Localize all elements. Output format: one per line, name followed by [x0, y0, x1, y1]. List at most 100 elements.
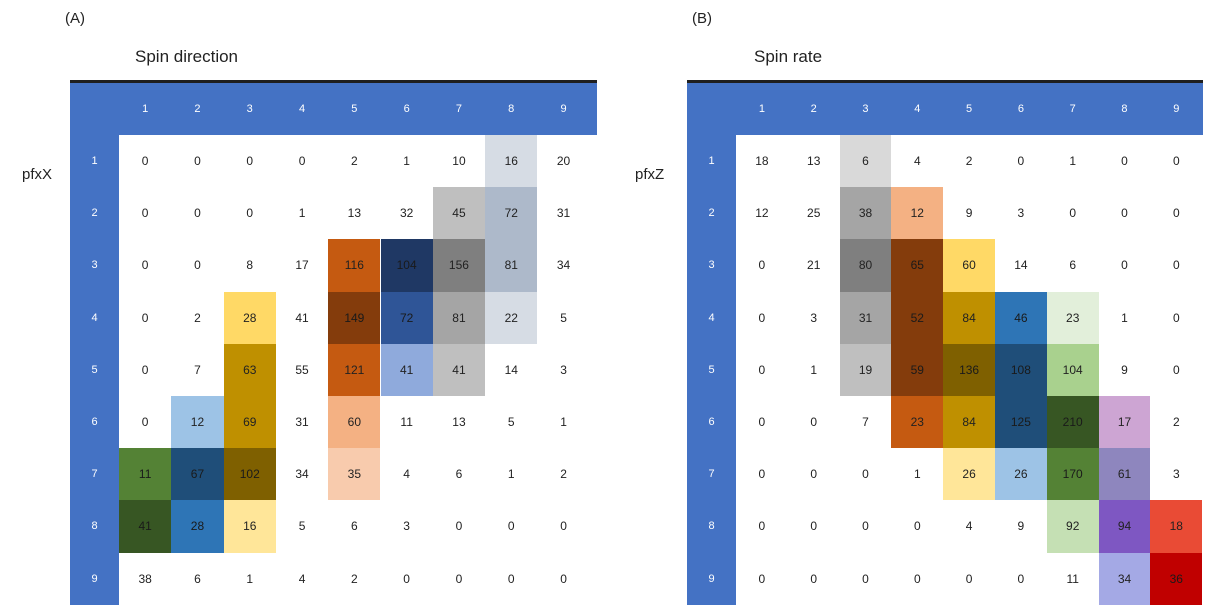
panel-a-cell-r2-c5: 13: [347, 206, 362, 221]
panel-a-cell-r4-c1: 0: [141, 310, 149, 325]
panel-b-cell-r3-c8: 0: [1121, 258, 1128, 273]
panel-a-cell-r3-c3: 8: [246, 258, 254, 273]
panel-a-cell-r4-c2: 2: [194, 310, 201, 325]
panel-b-cell-r7-c6: 26: [995, 448, 1047, 501]
panel-b-column-header-4: 4: [914, 103, 921, 115]
panel-b-cell-r7-c5: 26: [943, 448, 995, 501]
panel-b-cell-r1-c9: 0: [1172, 154, 1180, 169]
panel-b-cell-r8-c5: 4: [965, 519, 973, 534]
panel-b-column-header-8: 8: [1121, 103, 1128, 115]
panel-b-cell-r6-c1: 0: [758, 415, 766, 430]
panel-a-cell-r9-c6: 0: [403, 571, 410, 586]
panel-a-cell-r7-c9: 2: [560, 467, 567, 482]
panel-a-cell-r1-c7: 10: [452, 154, 466, 169]
panel-a-cell-r7-c2: 67: [171, 448, 224, 501]
panel-b-cell-r8-c3: 0: [862, 519, 869, 534]
panel-b-cell-r2-c2: 25: [807, 206, 821, 221]
panel-b-column-header-7: 7: [1069, 103, 1076, 115]
panel-b-cell-r9-c9: 36: [1150, 552, 1203, 605]
panel-a-row-header-3: 3: [91, 259, 98, 272]
panel-b-cell-r9-c2: 0: [810, 571, 818, 586]
panel-a-row-header-6: 6: [91, 416, 98, 429]
panel-a-cell-r3-c4: 17: [295, 258, 309, 273]
panel-a-cell-r1-c1: 0: [141, 154, 149, 169]
panel-b-cell-r9-c5: 0: [965, 571, 973, 586]
panel-a-cell-r6-c6: 11: [400, 415, 413, 430]
panel-b-cell-r6-c7: 210: [1046, 396, 1099, 449]
panel-b-cell-r1-c3: 6: [839, 135, 892, 188]
panel-a-column-header-6: 6: [403, 103, 410, 115]
panel-a-cell-r4-c7: 81: [432, 291, 486, 344]
panel-b-cell-r6-c9: 2: [1172, 415, 1180, 430]
panel-b-row-header-8: 8: [708, 520, 715, 533]
panel-a-title: Spin direction: [135, 47, 239, 66]
panel-b-row-header-1: 1: [708, 155, 715, 168]
panel-a-cell-r6-c1: 0: [141, 415, 149, 430]
panel-b-cell-r2-c9: 0: [1172, 206, 1180, 221]
panel-b-cell-r1-c5: 2: [965, 154, 973, 169]
panel-b-cell-r5-c4: 59: [891, 343, 944, 396]
panel-a-cell-r7-c4: 34: [295, 467, 309, 482]
panel-b-cell-r7-c3: 0: [862, 467, 869, 482]
panel-b-cell-r4-c3: 31: [839, 291, 892, 344]
panel-b-cell-r8-c7: 92: [1046, 500, 1099, 553]
panel-a-column-header-7: 7: [455, 103, 462, 115]
panel-a-header-band: [70, 83, 597, 135]
panel-b-cell-r1-c4: 4: [913, 154, 921, 169]
panel-b-row-header-3: 3: [708, 259, 715, 272]
panel-a-cell-r4-c8: 22: [485, 291, 538, 344]
panel-b-column-header-6: 6: [1017, 103, 1024, 115]
panel-a-row-header-2: 2: [91, 207, 98, 220]
panel-a-label: (A): [65, 10, 85, 27]
panel-a-cell-r8-c8: 0: [507, 519, 515, 534]
panel-a-cell-r3-c8: 81: [485, 239, 538, 292]
panel-a-cell-r4-c4: 41: [295, 310, 309, 325]
panel-a-cell-r8-c1: 41: [119, 500, 172, 553]
panel-b-cell-r8-c9: 18: [1150, 500, 1203, 553]
panel-b-cell-r7-c4: 1: [913, 467, 921, 482]
panel-a-cell-r5-c3: 63: [223, 343, 276, 396]
panel-b-column-header-5: 5: [966, 103, 973, 115]
panel-b-cell-r5-c6: 108: [995, 343, 1047, 396]
panel-a-cell-r5-c4: 55: [295, 362, 309, 377]
panel-a-cell-r7-c7: 6: [455, 467, 463, 482]
panel-a-column-header-5: 5: [351, 103, 358, 115]
panel-a-cell-r2-c2: 0: [194, 206, 201, 221]
panel-b-cell-r2-c1: 12: [755, 206, 769, 221]
panel-a-row-header-9: 9: [91, 572, 98, 585]
panel-b-cell-r8-c1: 0: [758, 519, 766, 534]
panel-a-cell-r6-c4: 31: [295, 415, 309, 430]
panel-a-cell-r9-c8: 0: [507, 571, 515, 586]
panel-a-cell-r5-c8: 14: [504, 362, 518, 377]
panel-b-header-band: [687, 83, 1203, 135]
panel-a-cell-r9-c1: 38: [138, 571, 152, 586]
panel-b-column-header-3: 3: [862, 103, 869, 115]
panel-a-cell-r7-c1: 11: [119, 448, 172, 501]
panel-b-cell-r4-c7: 23: [1046, 291, 1099, 344]
panel-a-cell-r5-c1: 0: [141, 362, 149, 377]
panel-b-row-header-4: 4: [708, 311, 715, 324]
panel-b-cell-r6-c3: 7: [862, 415, 869, 430]
panel-b-cell-r1-c7: 1: [1069, 154, 1077, 169]
panel-b-cell-r2-c7: 0: [1069, 206, 1077, 221]
panel-a-column-header-8: 8: [508, 103, 515, 115]
panel-b-cell-r5-c9: 0: [1172, 362, 1180, 377]
panel-a-cell-r1-c8: 16: [485, 135, 538, 188]
panel-b-row-header-5: 5: [708, 363, 715, 376]
panel-a-cell-r4-c3: 28: [223, 291, 276, 344]
panel-b-cell-r7-c7: 170: [1046, 448, 1099, 501]
panel-b-cell-r4-c1: 0: [758, 310, 766, 325]
panel-b-cell-r4-c5: 84: [943, 291, 995, 344]
panel-a-cell-r8-c7: 0: [455, 519, 463, 534]
panel-b-row-header-2: 2: [708, 207, 715, 220]
panel-b-cell-r6-c2: 0: [810, 415, 818, 430]
panel-a-cell-r3-c5: 116: [328, 239, 381, 292]
panel-a-column-header-3: 3: [246, 103, 253, 115]
panel-b-cell-r9-c6: 0: [1017, 571, 1025, 586]
panel-b-cell-r2-c5: 9: [965, 206, 973, 221]
panel-b-cell-r1-c8: 0: [1121, 154, 1128, 169]
panel-b-cell-r5-c2: 1: [810, 362, 818, 377]
panel-b-cell-r5-c3: 19: [839, 343, 892, 396]
panel-a-cell-r5-c6: 41: [380, 343, 433, 396]
